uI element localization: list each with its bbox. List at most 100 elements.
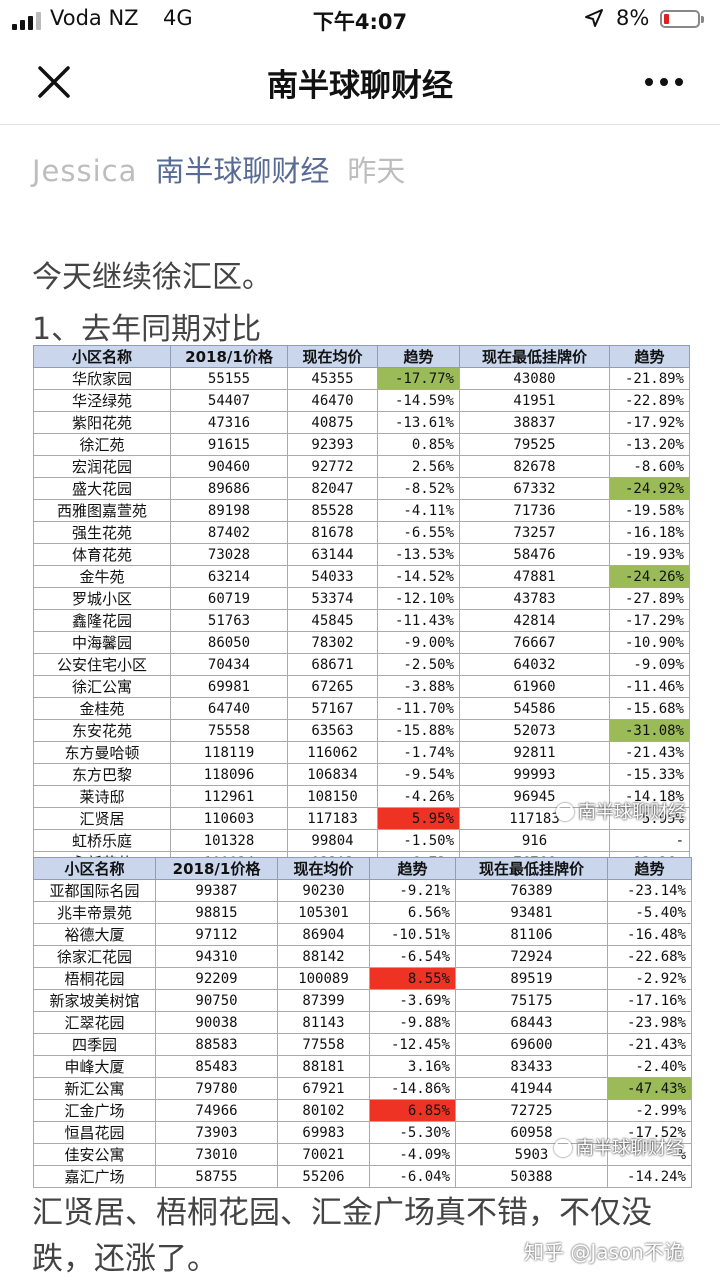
table-cell: 华泾绿苑 xyxy=(33,389,171,412)
table-cell: 108150 xyxy=(287,785,378,808)
table-cell: 118119 xyxy=(170,741,288,764)
watermark-logo-icon xyxy=(554,1139,572,1157)
table-cell: 79780 xyxy=(155,1077,278,1100)
table-cell: 50388 xyxy=(455,1165,608,1188)
table-cell: 46470 xyxy=(287,389,378,412)
table-cell: 64740 xyxy=(170,697,288,720)
table-row: 盛大花园 89686 82047 -8.52% 67332 -24.92% xyxy=(33,477,690,500)
table-cell: 裕德大厦 xyxy=(33,923,156,946)
table-cell: 新家坡美树馆 xyxy=(33,989,156,1012)
table-cell: -14.52% xyxy=(377,565,460,588)
table-cell: -15.68% xyxy=(609,697,690,720)
table-cell: 112961 xyxy=(170,785,288,808)
table-cell: -6.55% xyxy=(377,521,460,544)
table-cell: 体育花苑 xyxy=(33,543,171,566)
table-cell: 虹桥乐庭 xyxy=(33,829,171,852)
table-cell: 63144 xyxy=(287,543,378,566)
table-cell: 公安住宅小区 xyxy=(33,653,171,676)
network-label: 4G xyxy=(163,6,193,30)
price-table-2: 小区名称 2018/1价格 现在均价 趋势 现在最低挂牌价 趋势 亚都国际名园 99387 9… xyxy=(33,857,692,1188)
table-cell: 81678 xyxy=(287,521,378,544)
table-cell: -19.93% xyxy=(609,543,690,566)
table-row: 金牛苑 63214 54033 -14.52% 47881 -24.26% xyxy=(33,565,690,588)
table-cell: 64032 xyxy=(459,653,610,676)
table-cell: -8.52% xyxy=(377,477,460,500)
table-cell: 98815 xyxy=(155,901,278,924)
table-header-row: 小区名称 2018/1价格 现在均价 趋势 现在最低挂牌价 趋势 xyxy=(33,345,690,368)
column-header: 趋势 xyxy=(607,857,692,880)
table-row: 宏润花园 90460 92772 2.56% 82678 -8.60% xyxy=(33,455,690,478)
table-cell: 82047 xyxy=(287,477,378,500)
table-cell: -10.90% xyxy=(609,631,690,654)
table-cell: 89686 xyxy=(170,477,288,500)
table-cell: -9.21% xyxy=(369,879,456,902)
table-cell: -23.14% xyxy=(607,879,692,902)
table-cell: -14.59% xyxy=(377,389,460,412)
image-watermark: 南半球聊财经 xyxy=(556,798,686,824)
table-cell: 兆丰帝景苑 xyxy=(33,901,156,924)
table-cell: 38837 xyxy=(459,411,610,434)
table-cell: 63214 xyxy=(170,565,288,588)
table-cell: 75558 xyxy=(170,719,288,742)
table-row: 徐汇苑 91615 92393 0.85% 79525 -13.20% xyxy=(33,433,690,456)
table-row: 兆丰帝景苑 98815 105301 6.56% 93481 -5.40% xyxy=(33,901,692,924)
table-cell: 40875 xyxy=(287,411,378,434)
table-cell: -17.77% xyxy=(377,367,460,390)
more-icon[interactable] xyxy=(645,78,683,86)
table-cell: 55155 xyxy=(170,367,288,390)
table-cell: 70434 xyxy=(170,653,288,676)
status-bar: Voda NZ 4G 下午4:07 8% xyxy=(0,0,720,40)
nav-bar: 南半球聊财经 xyxy=(0,40,720,125)
table-cell: 81143 xyxy=(277,1011,370,1034)
table-cell: 69600 xyxy=(455,1033,608,1056)
table-cell: 101328 xyxy=(170,829,288,852)
table-cell: -8.60% xyxy=(609,455,690,478)
table-cell: 盛大花园 xyxy=(33,477,171,500)
table-row: 强生花苑 87402 81678 -6.55% 73257 -16.18% xyxy=(33,521,690,544)
table-cell: 88583 xyxy=(155,1033,278,1056)
table-cell: 92811 xyxy=(459,741,610,764)
table-cell: 94310 xyxy=(155,945,278,968)
table-row: 裕德大厦 97112 86904 -10.51% 81106 -16.48% xyxy=(33,923,692,946)
table-cell: 69983 xyxy=(277,1121,370,1144)
table-row: 金桂苑 64740 57167 -11.70% 54586 -15.68% xyxy=(33,697,690,720)
table-cell: -47.43% xyxy=(607,1077,692,1100)
table-row: 嘉汇广场 58755 55206 -6.04% 50388 -14.24% xyxy=(33,1165,692,1188)
table-cell: 汇金广场 xyxy=(33,1099,156,1122)
table-cell: 85528 xyxy=(287,499,378,522)
table-cell: 58755 xyxy=(155,1165,278,1188)
table-cell: 佳安公寓 xyxy=(33,1143,156,1166)
table-cell: 105301 xyxy=(277,901,370,924)
table-row: 东安花苑 75558 63563 -15.88% 52073 -31.08% xyxy=(33,719,690,742)
table-cell: -9.09% xyxy=(609,653,690,676)
table-cell: -13.61% xyxy=(377,411,460,434)
table-row: 东方巴黎 118096 106834 -9.54% 99993 -15.33% xyxy=(33,763,690,786)
table-cell: 鑫隆花园 xyxy=(33,609,171,632)
table-cell: -14.86% xyxy=(369,1077,456,1100)
table-cell: 93481 xyxy=(455,901,608,924)
table-cell: 73010 xyxy=(155,1143,278,1166)
battery-icon xyxy=(660,10,704,28)
table-cell: -5.40% xyxy=(607,901,692,924)
table-cell: 91615 xyxy=(170,433,288,456)
table-row: 四季园 88583 77558 -12.45% 69600 -21.43% xyxy=(33,1033,692,1056)
table-cell: -4.11% xyxy=(377,499,460,522)
table-cell: 汇翠花园 xyxy=(33,1011,156,1034)
table-row: 虹桥乐庭 101328 99804 -1.50% 916- xyxy=(33,829,690,852)
column-header: 趋势 xyxy=(609,345,690,368)
table-cell: 莱诗邸 xyxy=(33,785,171,808)
table-cell: 罗城小区 xyxy=(33,587,171,610)
close-icon[interactable] xyxy=(34,62,74,102)
account-link[interactable]: 南半球聊财经 xyxy=(155,154,330,188)
table-cell: 中海馨园 xyxy=(33,631,171,654)
table-cell: -17.52% xyxy=(607,1121,692,1144)
carrier-label: Voda NZ xyxy=(50,6,139,30)
table-cell: 华欣家园 xyxy=(33,367,171,390)
article-meta: Jessica 南半球聊财经 昨天 xyxy=(32,148,405,190)
table-cell: -2.99% xyxy=(607,1099,692,1122)
table-cell: -13.20% xyxy=(609,433,690,456)
table-cell: 54586 xyxy=(459,697,610,720)
table-row: 体育花苑 73028 63144 -13.53% 58476 -19.93% xyxy=(33,543,690,566)
table-cell: 916 xyxy=(459,829,610,852)
table-cell: 76389 xyxy=(455,879,608,902)
